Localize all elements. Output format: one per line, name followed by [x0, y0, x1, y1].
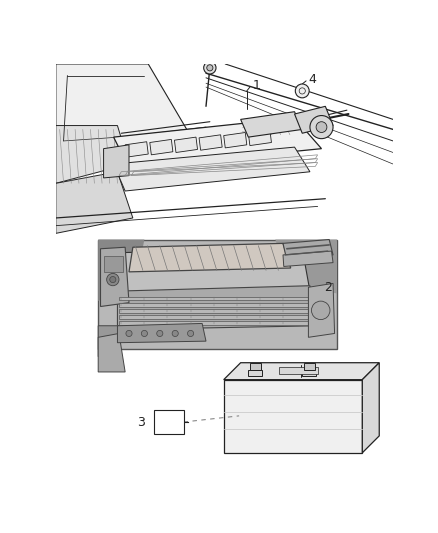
Bar [98, 239, 337, 349]
Polygon shape [155, 410, 184, 433]
Polygon shape [103, 145, 129, 178]
Polygon shape [283, 239, 333, 260]
Circle shape [310, 116, 333, 139]
Polygon shape [199, 135, 222, 150]
Polygon shape [117, 286, 318, 329]
Polygon shape [56, 172, 133, 233]
Polygon shape [250, 364, 261, 370]
Polygon shape [98, 334, 125, 372]
Polygon shape [98, 326, 119, 357]
Polygon shape [113, 147, 310, 191]
Polygon shape [224, 363, 379, 379]
Polygon shape [276, 239, 337, 294]
Polygon shape [56, 126, 129, 183]
Text: 1: 1 [252, 79, 260, 92]
Polygon shape [283, 251, 333, 266]
Circle shape [172, 330, 178, 336]
Polygon shape [304, 364, 314, 370]
Polygon shape [248, 370, 262, 376]
Polygon shape [240, 112, 302, 137]
Bar [119, 321, 307, 325]
Bar [119, 309, 307, 313]
Circle shape [107, 273, 119, 286]
Bar [119, 315, 307, 319]
Bar [103, 256, 123, 272]
Bar [119, 303, 307, 306]
Polygon shape [129, 244, 291, 272]
Polygon shape [224, 133, 247, 148]
Text: 2: 2 [325, 281, 332, 294]
Circle shape [316, 122, 327, 133]
Polygon shape [294, 106, 333, 133]
Polygon shape [248, 130, 272, 146]
Circle shape [204, 62, 216, 74]
Circle shape [157, 330, 163, 336]
Bar [119, 296, 307, 301]
Polygon shape [117, 324, 206, 343]
Polygon shape [150, 140, 173, 155]
Circle shape [141, 330, 148, 336]
Circle shape [207, 64, 213, 71]
Polygon shape [224, 379, 362, 453]
Circle shape [295, 84, 309, 98]
Polygon shape [279, 367, 318, 374]
Circle shape [311, 301, 330, 320]
Circle shape [126, 330, 132, 336]
Polygon shape [125, 142, 148, 157]
Text: 4: 4 [308, 73, 316, 86]
Circle shape [110, 277, 116, 282]
Polygon shape [56, 64, 187, 164]
Text: 3: 3 [137, 416, 145, 429]
Polygon shape [302, 370, 316, 376]
Polygon shape [100, 247, 129, 306]
Polygon shape [117, 249, 310, 295]
Circle shape [187, 330, 194, 336]
Polygon shape [113, 118, 321, 168]
Polygon shape [308, 284, 335, 337]
Polygon shape [98, 239, 145, 301]
Polygon shape [174, 137, 198, 152]
Polygon shape [362, 363, 379, 453]
